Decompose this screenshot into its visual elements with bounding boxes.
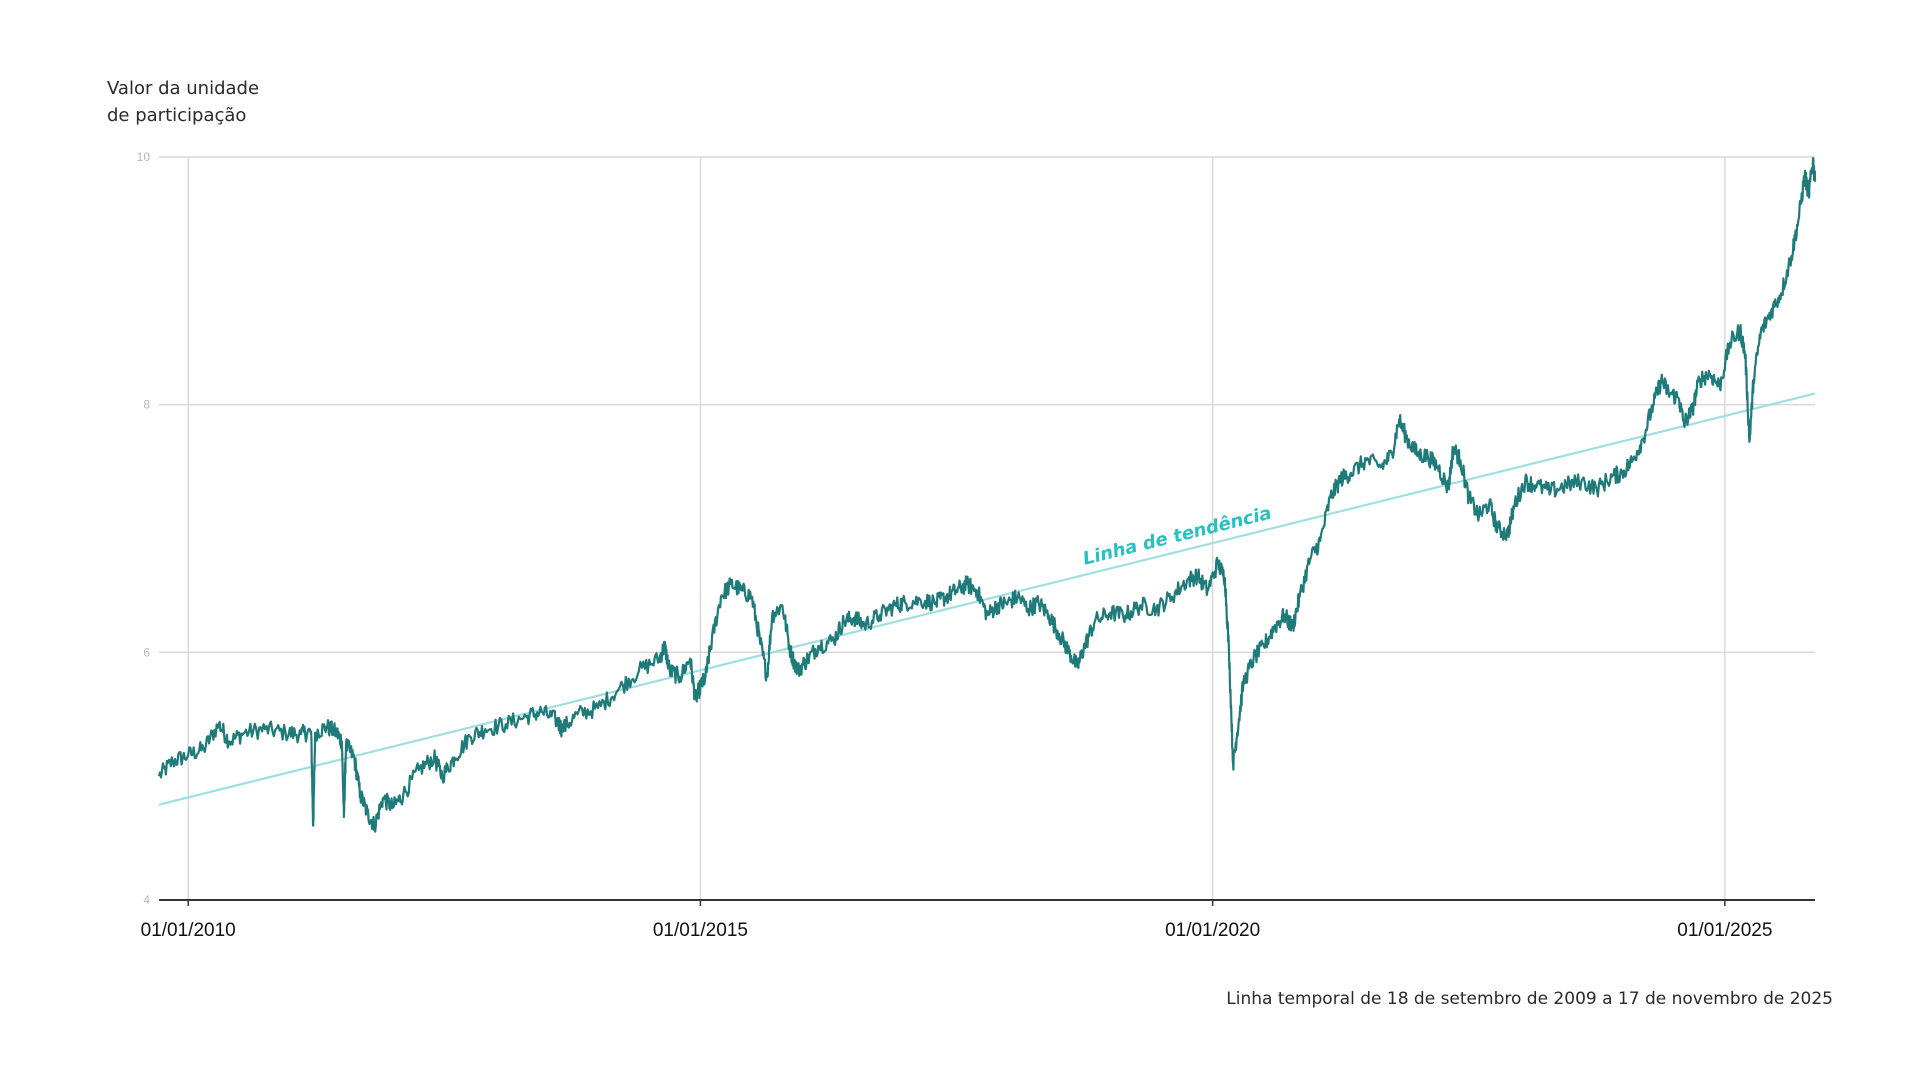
y-tick-labels: 4 6 8 10 xyxy=(137,150,151,907)
y-tick-label: 8 xyxy=(143,398,150,412)
gridlines xyxy=(159,156,1815,900)
series-line-valor-unidade xyxy=(157,157,1817,833)
y-axis-title: Valor da unidade de participação xyxy=(107,78,259,126)
trendline xyxy=(158,392,1816,806)
y-axis-title-line-1: Valor da unidade xyxy=(107,78,259,99)
x-tick-label: 01/01/2015 xyxy=(653,920,748,941)
x-tick-label: 01/01/2010 xyxy=(141,920,236,941)
y-axis-title-line-2: de participação xyxy=(107,105,246,126)
timeline-caption: Linha temporal de 18 de setembro de 2009… xyxy=(1226,989,1833,1009)
x-tick-label: 01/01/2020 xyxy=(1165,920,1260,941)
y-tick-label: 4 xyxy=(143,893,150,907)
y-tick-label: 6 xyxy=(143,645,150,659)
y-tick-label: 10 xyxy=(137,150,151,164)
trendline-group xyxy=(158,392,1816,806)
x-tick-labels: 01/01/2010 01/01/2015 01/01/2020 01/01/2025 xyxy=(141,900,1772,941)
series-group xyxy=(157,157,1817,833)
x-tick-label: 01/01/2025 xyxy=(1677,920,1772,941)
